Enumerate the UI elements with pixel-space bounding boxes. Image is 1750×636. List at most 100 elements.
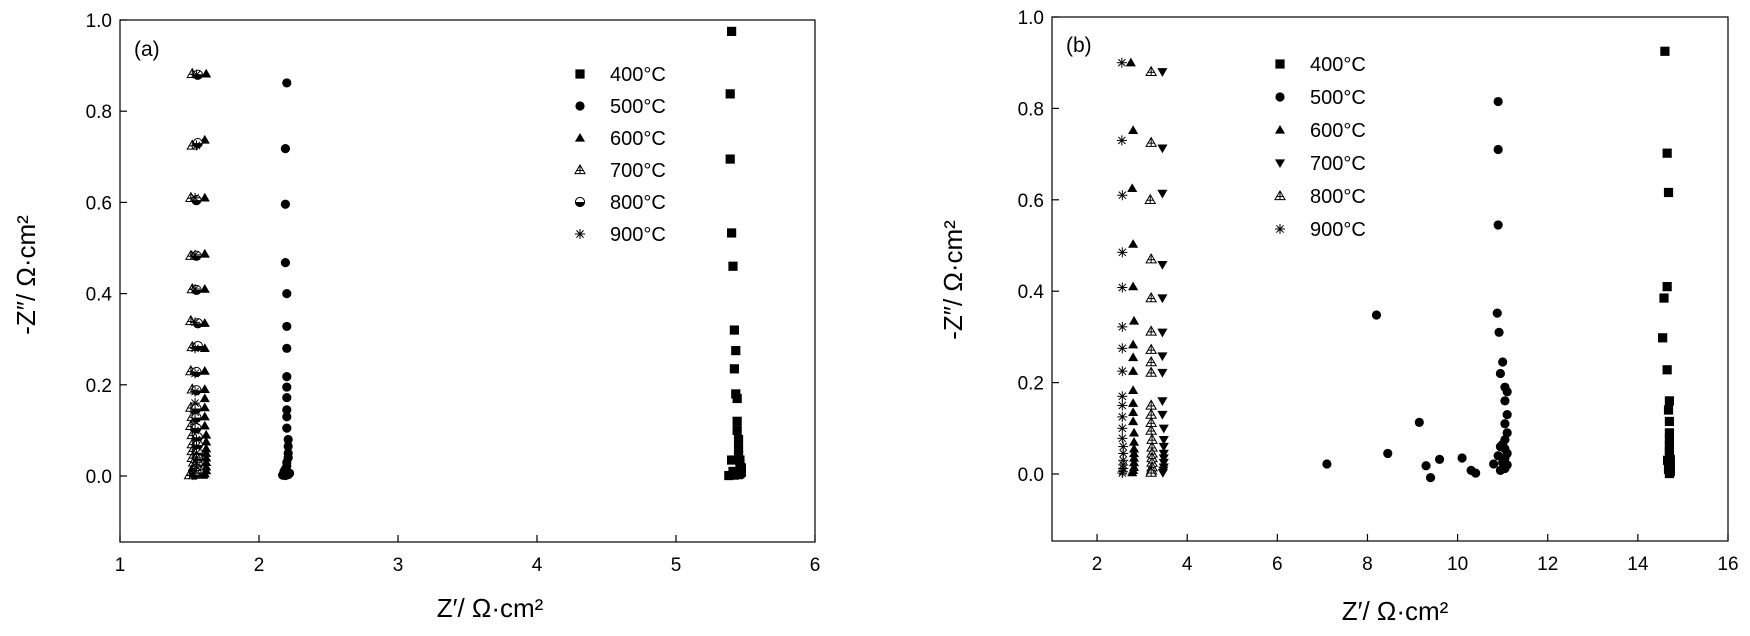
data-point [282, 371, 292, 382]
legend-marker [574, 163, 586, 175]
tick-layer-a: 1 2 3 4 5 6 0.0 0.2 0.4 0.6 0.8 1.0 [86, 11, 821, 576]
plot-frame-a [119, 19, 816, 543]
data-point [1660, 46, 1670, 56]
data-point [1157, 68, 1168, 77]
x-axis-title-b: Z′/ Ω·cm² [1342, 596, 1449, 626]
legend-label: 400°C [1310, 54, 1366, 76]
data-point [282, 412, 292, 422]
data-point [1489, 459, 1499, 469]
legend-label: 700°C [610, 160, 666, 182]
data-point [1128, 385, 1139, 395]
x-tick-label: 2 [254, 555, 265, 576]
data-point [1157, 397, 1168, 406]
data-point [1493, 220, 1503, 230]
series-400c [724, 26, 746, 481]
data-point [1471, 468, 1481, 478]
data-point [190, 283, 201, 295]
x-tick-label: 16 [1717, 554, 1738, 575]
data-point [1117, 282, 1128, 293]
data-point [1158, 424, 1169, 434]
series-800c [1144, 65, 1158, 477]
legend-marker [1274, 189, 1286, 201]
data-point [199, 283, 210, 293]
data-point [1157, 144, 1168, 154]
legend-marker [575, 69, 585, 79]
data-point [1664, 416, 1675, 427]
data-point [1145, 399, 1158, 410]
data-point [732, 425, 742, 435]
data-point [1158, 458, 1169, 468]
data-point [1157, 410, 1168, 420]
x-tick-label: 4 [1182, 554, 1193, 575]
data-point [1495, 465, 1506, 475]
data-point [728, 261, 738, 271]
x-tick-label: 8 [1362, 554, 1373, 575]
data-point [1117, 190, 1128, 201]
data-point [1157, 352, 1168, 362]
data-point [201, 457, 212, 466]
data-point [1434, 454, 1445, 464]
y-tick-label: 0.4 [86, 285, 113, 306]
data-point [199, 192, 210, 202]
series-600c [1125, 57, 1140, 477]
data-point [1663, 405, 1674, 415]
data-point [1157, 294, 1168, 304]
data-point [282, 382, 292, 392]
y-tick-label: 0.0 [1018, 465, 1044, 486]
data-point [727, 228, 737, 238]
data-point [187, 470, 198, 481]
data-point [280, 143, 291, 154]
data-point [1128, 452, 1140, 462]
x-tick-label: 14 [1627, 554, 1649, 575]
data-point [198, 470, 209, 479]
data-point [1157, 328, 1168, 338]
x-tick-label: 6 [1272, 554, 1283, 575]
legend-label: 600°C [610, 128, 666, 150]
data-point [1128, 443, 1140, 453]
data-point [201, 443, 212, 453]
y-tick-label: 0.4 [1018, 282, 1045, 303]
legend-marker [574, 196, 586, 208]
x-tick-label: 3 [393, 555, 404, 576]
data-point [199, 248, 210, 258]
data-point [1128, 416, 1139, 426]
legend-marker [1274, 223, 1286, 235]
data-point [729, 325, 739, 335]
data-point [725, 89, 735, 99]
data-point [1117, 366, 1128, 377]
series-700c [1157, 68, 1169, 478]
data-point [201, 452, 212, 462]
data-point [280, 199, 291, 209]
data-point [199, 402, 210, 412]
series-600c [198, 68, 212, 479]
data-point [199, 393, 210, 403]
data-point [1322, 459, 1332, 469]
data-point [1117, 433, 1128, 444]
data-point [1414, 417, 1424, 427]
data-point [191, 461, 202, 472]
data-point [190, 317, 201, 328]
series-400c [1658, 46, 1675, 479]
data-point [1425, 473, 1436, 483]
data-point [1145, 466, 1158, 477]
data-point [1493, 451, 1503, 461]
data-point [1127, 467, 1138, 477]
data-point [1157, 189, 1168, 199]
data-point [1371, 310, 1382, 320]
data-point [199, 366, 210, 375]
legend-marker [574, 132, 586, 142]
data-point [1145, 366, 1158, 377]
data-point [190, 368, 201, 379]
data-point [1117, 400, 1128, 411]
data-point [1144, 193, 1157, 204]
data-point [1421, 461, 1431, 471]
legend-label: 900°C [610, 224, 666, 246]
data-point [1664, 435, 1675, 445]
data-point [282, 405, 292, 415]
data-point [731, 346, 741, 356]
data-point [1116, 57, 1127, 68]
data-point [1127, 183, 1138, 193]
legend-label: 700°C [1310, 153, 1366, 175]
legend-label: 800°C [610, 192, 666, 214]
legend-marker [1275, 92, 1285, 102]
